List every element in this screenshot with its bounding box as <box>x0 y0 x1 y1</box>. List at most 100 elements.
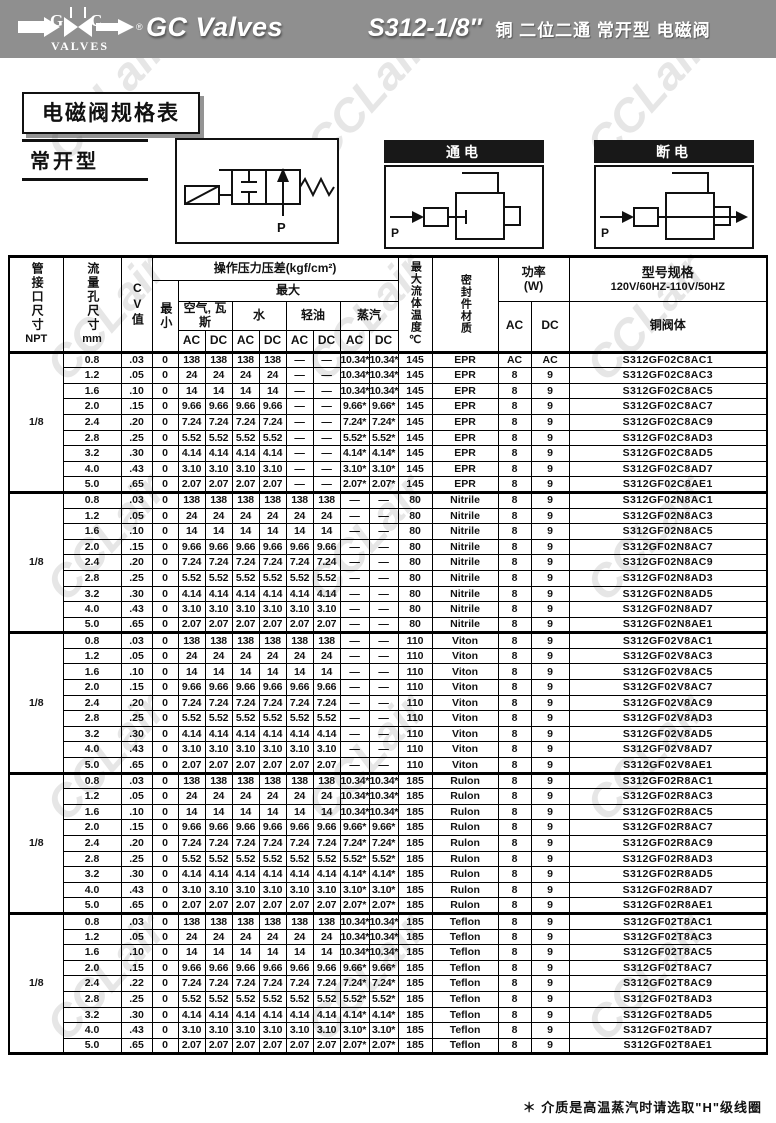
max-temp-cell: 80 <box>397 507 433 525</box>
oil-dc-cell: 4.14 <box>312 866 341 883</box>
col-header-max-temp: 最大流体温度 ℃ <box>397 256 433 353</box>
oil-dc-cell: 24 <box>312 788 341 805</box>
power-ac-cell: 8 <box>497 944 532 961</box>
power-dc-cell: 9 <box>530 476 570 493</box>
min-pressure-cell: 0 <box>151 476 179 493</box>
max-temp-cell: 80 <box>397 554 433 571</box>
steam-dc-cell: 10.34* <box>368 803 399 821</box>
valve-type-heading: 常开型 <box>22 139 148 181</box>
steam-dc-cell: 4.14* <box>368 445 399 462</box>
water-ac-cell: 4.14 <box>231 866 260 883</box>
min-pressure-cell: 0 <box>151 897 179 914</box>
orifice-size-cell: 2.0 <box>62 679 122 696</box>
model-number-cell: S312GF02N8AC1 <box>568 490 768 509</box>
col-header-body: 铜阀体 <box>568 301 768 353</box>
air-dc-cell: 3.10 <box>204 741 233 759</box>
orifice-size-cell: 0.8 <box>62 490 122 509</box>
table-row: 1/8 0.8.03 0 138 138 138 138 138 138— —80 Nitrile 8… <box>8 490 768 634</box>
water-ac-cell: 138 <box>231 631 260 649</box>
steam-dc-cell: — <box>368 523 399 540</box>
water-dc-cell: 9.66 <box>258 398 287 415</box>
table-row: 3.2.30 0 4.14 4.14 4.14 4.14 4.14 4.14— —80 Nitri… <box>9 585 768 603</box>
oil-ac-cell: 138 <box>285 771 314 790</box>
subcol-dc: DC <box>368 329 399 353</box>
cv-value-cell: .03 <box>120 771 153 790</box>
oil-dc-cell: — <box>312 445 341 462</box>
orifice-size-cell: 2.0 <box>62 398 122 415</box>
oil-ac-cell: 14 <box>285 523 314 540</box>
oil-ac-cell: 5.52 <box>285 990 314 1008</box>
water-dc-cell: 138 <box>258 350 287 369</box>
max-temp-cell: 110 <box>397 725 433 743</box>
table-row: 2.8.25 0 5.52 5.52 5.52 5.52— —5.52* 5.52* 145 EP… <box>9 429 768 447</box>
orifice-size-cell: 1.6 <box>62 663 122 681</box>
air-dc-cell: 3.10 <box>204 460 233 478</box>
cv-value-cell: .05 <box>120 647 153 665</box>
air-ac-cell: 4.14 <box>177 585 206 603</box>
oil-dc-cell: 138 <box>312 631 341 649</box>
seal-material-cell: Nitrile <box>431 538 499 556</box>
col-header-max: 最大 <box>177 280 399 302</box>
oil-ac-cell: — <box>285 476 314 493</box>
oil-ac-cell: 2.07 <box>285 1037 314 1055</box>
steam-dc-cell: 3.10* <box>368 460 399 478</box>
oil-ac-cell: 9.66 <box>285 959 314 977</box>
cv-value-cell: .03 <box>120 490 153 509</box>
seal-material-cell: EPR <box>431 382 499 400</box>
table-row: 2.4.20 0 7.24 7.24 7.24 7.24 7.24 7.24— —80 Nitri… <box>9 554 768 571</box>
npt-size-cell: 1/8 <box>8 911 64 1055</box>
cv-value-cell: .25 <box>120 990 153 1008</box>
seal-material-cell: Nitrile <box>431 601 499 618</box>
power-ac-cell: 8 <box>497 850 532 868</box>
gc-valves-logo-icon: G C VALVES ® <box>18 7 143 53</box>
model-number-cell: S312GF02V8AD3 <box>568 710 768 727</box>
cv-value-cell: .30 <box>120 866 153 883</box>
oil-ac-cell: 9.66 <box>285 679 314 696</box>
steam-dc-cell: — <box>368 554 399 571</box>
max-temp-cell: 185 <box>397 835 433 852</box>
air-ac-cell: 9.66 <box>177 819 206 836</box>
model-number-cell: S312GF02C8AD5 <box>568 445 768 462</box>
power-ac-cell: 8 <box>497 679 532 696</box>
max-temp-cell: 145 <box>397 429 433 447</box>
steam-ac-cell: 4.14* <box>339 866 370 883</box>
table-row: 4.0.43 0 3.10 3.10 3.10 3.10 3.10 3.10— —110 Vito… <box>9 741 768 759</box>
air-dc-cell: 138 <box>204 490 233 509</box>
air-ac-cell: 9.66 <box>177 959 206 977</box>
air-ac-cell: 3.10 <box>177 881 206 899</box>
oil-ac-cell: 3.10 <box>285 1022 314 1039</box>
model-number-cell: S312GF02V8AD7 <box>568 741 768 759</box>
air-dc-cell: 7.24 <box>204 835 233 852</box>
cv-value-cell: .30 <box>120 1006 153 1024</box>
seal-material-cell: EPR <box>431 445 499 462</box>
steam-ac-cell: 10.34* <box>339 771 370 790</box>
power-dc-cell: 9 <box>530 819 570 836</box>
seal-material-cell: Teflon <box>431 928 499 946</box>
oil-ac-cell: — <box>285 413 314 431</box>
max-temp-cell: 185 <box>397 1022 433 1039</box>
max-temp-cell: 145 <box>397 398 433 415</box>
power-dc-cell: 9 <box>530 850 570 868</box>
air-dc-cell: 138 <box>204 631 233 649</box>
water-ac-cell: 5.52 <box>231 850 260 868</box>
water-ac-cell: 24 <box>231 647 260 665</box>
air-ac-cell: 7.24 <box>177 694 206 712</box>
water-dc-cell: 4.14 <box>258 866 287 883</box>
steam-ac-cell: — <box>339 523 370 540</box>
power-ac-cell: 8 <box>497 928 532 946</box>
model-number-cell: S312GF02V8AC3 <box>568 647 768 665</box>
orifice-size-cell: 1.2 <box>62 367 122 384</box>
table-row: 2.8.25 0 5.52 5.52 5.52 5.52 5.52 5.52— —80 Nitri… <box>9 569 768 587</box>
air-dc-cell: 138 <box>204 350 233 369</box>
steam-dc-cell: 10.34* <box>368 928 399 946</box>
cv-value-cell: .03 <box>120 631 153 649</box>
cv-value-cell: .43 <box>120 460 153 478</box>
power-dc-cell: 9 <box>530 382 570 400</box>
air-dc-cell: 7.24 <box>204 694 233 712</box>
oil-ac-cell: 5.52 <box>285 850 314 868</box>
power-ac-cell: 8 <box>497 835 532 852</box>
table-row: 1.6.10 0 14 14 14 14 14 14— —110 Viton 8 9 S312GF02V… <box>9 663 768 681</box>
orifice-size-cell: 4.0 <box>62 601 122 618</box>
power-ac-cell: 8 <box>497 710 532 727</box>
subcol-ac: AC <box>177 329 206 353</box>
